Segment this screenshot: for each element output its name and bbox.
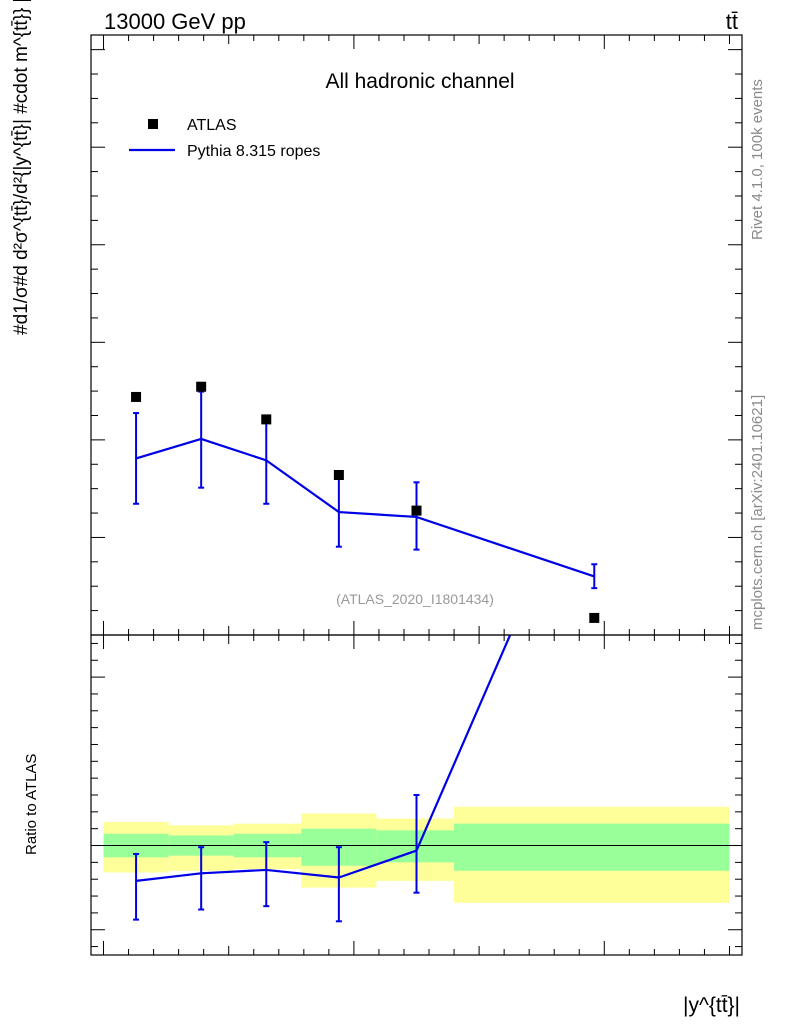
main-y-axis-label: #d1/σ#d d²σ^{tt̄}/d²{|y^{tt̄}| #cdot m^{… <box>11 0 32 335</box>
ratio-panel: Ratio to ATLAS |y^{tt̄}| <box>23 634 743 1017</box>
analysis-id: (ATLAS_2020_I1801434) <box>336 591 494 607</box>
legend-atlas-label: ATLAS <box>187 117 237 134</box>
legend: ATLAS Pythia 8.315 ropes <box>129 117 320 160</box>
atlas-data-point <box>196 381 207 392</box>
x-axis-label: |y^{tt̄}| <box>683 994 740 1017</box>
atlas-data-point <box>411 505 422 516</box>
ratio-mc-line <box>135 635 512 882</box>
ratio-band-inner <box>454 823 730 871</box>
ratio-band-inner <box>376 830 455 863</box>
process-label: tt̄ <box>726 9 738 34</box>
atlas-data-point <box>333 470 344 480</box>
energy-label: 13000 GeV pp <box>104 9 246 34</box>
atlas-data-point <box>261 414 272 425</box>
legend-atlas-marker <box>148 119 158 129</box>
rivet-label: Rivet 4.1.0, 100k events <box>749 79 766 240</box>
main-panel: All hadronic channel (ATLAS_2020_I180143… <box>11 0 743 636</box>
mc-line <box>135 437 595 578</box>
mcplots-label: mcplots.cern.ch [arXiv:2401.10621] <box>749 395 766 630</box>
ratio-y-axis-label: Ratio to ATLAS <box>23 754 40 855</box>
plot-title: All hadronic channel <box>325 70 514 93</box>
atlas-data-point <box>589 612 600 623</box>
atlas-data-point <box>131 391 142 402</box>
legend-mc-label: Pythia 8.315 ropes <box>187 143 320 160</box>
